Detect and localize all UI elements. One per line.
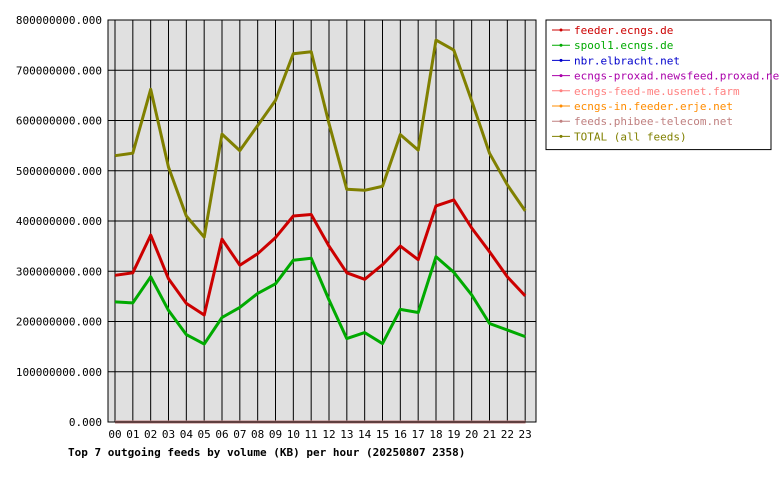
legend-marker [559, 28, 563, 32]
x-tick-label: 10 [287, 428, 300, 441]
legend-label: ecngs-in.feeder.erje.net [574, 100, 733, 113]
x-tick-label: 15 [376, 428, 389, 441]
x-tick-label: 17 [412, 428, 425, 441]
x-tick-label: 11 [305, 428, 318, 441]
x-tick-label: 19 [447, 428, 460, 441]
x-tick-label: 09 [269, 428, 282, 441]
x-tick-label: 07 [233, 428, 246, 441]
x-tick-label: 03 [162, 428, 175, 441]
x-tick-label: 18 [429, 428, 442, 441]
x-tick-label: 00 [108, 428, 121, 441]
y-tick-label: 800000000.000 [16, 14, 102, 27]
x-tick-label: 13 [340, 428, 353, 441]
legend-box [545, 19, 772, 151]
y-tick-label: 400000000.000 [16, 215, 102, 228]
chart-title: Top 7 outgoing feeds by volume (KB) per … [68, 446, 465, 459]
legend-marker [559, 119, 563, 123]
x-axis-ticks: 00 01 02 03 04 05 06 07 08 09 10 11 12 13 14 15 16 17 18 19… [108, 428, 531, 441]
y-tick-label: 600000000.000 [16, 115, 102, 128]
y-tick-label: 100000000.000 [16, 366, 102, 379]
legend-marker [559, 89, 563, 93]
y-axis-ticks: 0.000 100000000.000 200000000.000 300000000… [16, 14, 102, 429]
legend-label: ecngs-proxad.newsfeed.proxad.net [574, 70, 780, 83]
x-tick-label: 21 [483, 428, 496, 441]
legend-label: nbr.elbracht.net [574, 54, 680, 67]
x-tick-label: 14 [358, 428, 372, 441]
x-tick-label: 06 [215, 428, 228, 441]
legend-label: ecngs-feed-me.usenet.farm [574, 85, 740, 98]
legend-label: spool1.ecngs.de [574, 39, 673, 52]
x-tick-label: 01 [126, 428, 139, 441]
legend-marker [559, 104, 563, 108]
legend: feeder.ecngs.de spool1.ecngs.de nbr.elbrac… [545, 19, 780, 151]
series-line-0 [114, 198, 527, 317]
x-tick-label: 23 [519, 428, 532, 441]
legend-marker [559, 43, 563, 47]
series-line-1 [114, 255, 526, 346]
x-tick-label: 05 [198, 428, 211, 441]
x-tick-label: 04 [180, 428, 194, 441]
y-tick-label: 200000000.000 [16, 316, 102, 329]
x-tick-label: 20 [465, 428, 478, 441]
y-tick-label: 700000000.000 [16, 64, 102, 77]
legend-marker [559, 74, 563, 78]
legend-marker [559, 134, 563, 138]
legend-label: TOTAL (all feeds) [574, 130, 687, 143]
plot-border [107, 19, 537, 423]
legend-label: feeds.phibee-telecom.net [574, 115, 733, 128]
grid [108, 19, 536, 423]
x-tick-label: 12 [322, 428, 335, 441]
y-tick-label: 300000000.000 [16, 265, 102, 278]
x-tick-label: 08 [251, 428, 264, 441]
x-tick-label: 22 [501, 428, 514, 441]
y-tick-label: 500000000.000 [16, 165, 102, 178]
legend-label: feeder.ecngs.de [574, 24, 673, 37]
legend-marker [559, 58, 563, 62]
x-tick-label: 16 [394, 428, 407, 441]
series-line-7 [114, 38, 527, 239]
y-tick-label: 0.000 [69, 416, 102, 429]
x-tick-label: 02 [144, 428, 157, 441]
